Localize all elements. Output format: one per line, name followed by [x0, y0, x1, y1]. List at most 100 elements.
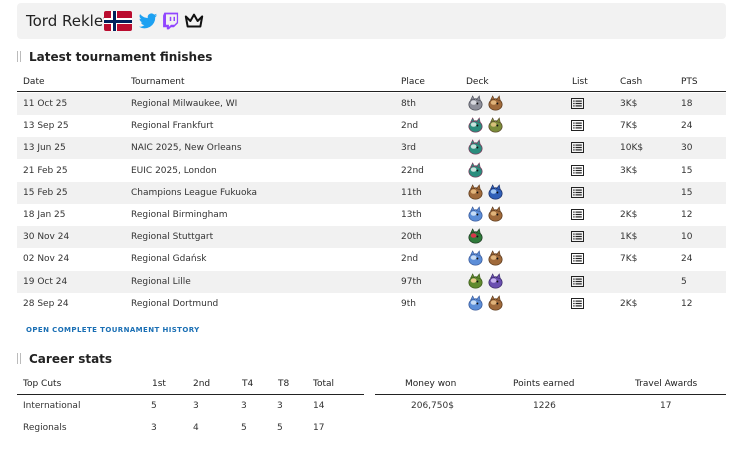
- row-date: 18 Jan 25: [23, 210, 66, 220]
- row-pts: 12: [681, 298, 693, 309]
- table-row[interactable]: 15 Feb 25 Champions League Fukuoka 11th 15: [17, 181, 726, 204]
- row-place: 2nd: [401, 121, 419, 132]
- blue-dragon-sprite: [468, 250, 483, 266]
- row-deck[interactable]: [466, 272, 506, 292]
- decklist-icon[interactable]: [571, 120, 584, 132]
- row-deck[interactable]: [466, 227, 486, 247]
- decklist-icon[interactable]: [571, 142, 584, 154]
- row-deck[interactable]: [466, 294, 506, 314]
- row-place: 8th: [401, 99, 416, 109]
- row-list[interactable]: [571, 297, 584, 309]
- career-regionals-2nd: 4: [193, 423, 199, 433]
- brown-pokemon-sprite: [488, 295, 503, 311]
- row-pts: 30: [681, 143, 693, 154]
- twitch-icon[interactable]: [160, 11, 182, 31]
- col-header-place[interactable]: Place: [401, 77, 425, 87]
- row-deck[interactable]: [466, 205, 506, 225]
- row-pts: 5: [681, 276, 687, 287]
- row-tournament[interactable]: Regional Milwaukee, WI: [131, 99, 238, 109]
- row-tournament[interactable]: Regional Birmingham: [131, 210, 228, 220]
- row-tournament[interactable]: EUIC 2025, London: [131, 165, 217, 176]
- row-tournament[interactable]: Regional Gdańsk: [131, 254, 207, 265]
- row-list[interactable]: [571, 142, 584, 154]
- col-header-top-cuts: Top Cuts: [23, 379, 62, 389]
- row-cash: 2K$: [620, 210, 638, 220]
- col-header-t4: T4: [242, 379, 254, 389]
- row-place: 2nd: [401, 254, 419, 265]
- row-list[interactable]: [571, 120, 584, 132]
- row-date: 28 Sep 24: [23, 298, 69, 309]
- career-left-divider: [17, 394, 364, 395]
- career-row-label: International: [23, 401, 81, 411]
- row-list[interactable]: [571, 186, 584, 198]
- green-pokemon-sprite: [468, 272, 483, 289]
- col-header-pts[interactable]: PTS: [681, 77, 698, 87]
- career-regionals-1st: 3: [151, 423, 157, 433]
- career-regionals-t8: 5: [277, 423, 283, 433]
- row-place: 3rd: [401, 143, 416, 154]
- latest-finishes-title: Latest tournament finishes: [17, 50, 212, 64]
- crown-icon[interactable]: [183, 11, 205, 31]
- row-tournament[interactable]: Regional Stuttgart: [131, 232, 214, 243]
- row-list[interactable]: [571, 98, 584, 109]
- table-row[interactable]: 30 Nov 24 Regional Stuttgart 20th 1K$ 10: [17, 226, 726, 249]
- player-name: Tord Reklev: [26, 12, 112, 30]
- grey-pokemon-sprite: [468, 95, 483, 111]
- row-deck[interactable]: [466, 249, 506, 269]
- table-row[interactable]: 02 Nov 24 Regional Gdańsk 2nd 7K$ 24: [17, 248, 726, 270]
- table-row[interactable]: 28 Sep 24 Regional Dortmund 9th 2K$ 12: [17, 293, 726, 315]
- decklist-icon[interactable]: [571, 209, 584, 220]
- col-header-t8: T8: [278, 379, 290, 389]
- table-row[interactable]: 13 Sep 25 Regional Frankfurt 2nd 7K$ 24: [17, 115, 726, 137]
- row-list[interactable]: [571, 275, 584, 287]
- row-deck[interactable]: [466, 183, 506, 203]
- col-header-deck[interactable]: Deck: [466, 77, 489, 87]
- row-deck[interactable]: [466, 138, 486, 158]
- decklist-icon[interactable]: [571, 275, 584, 287]
- row-deck[interactable]: [466, 116, 506, 136]
- decklist-icon[interactable]: [571, 164, 584, 176]
- row-tournament[interactable]: Regional Lille: [131, 276, 191, 287]
- row-date: 02 Nov 24: [23, 254, 70, 265]
- table-row[interactable]: 21 Feb 25 EUIC 2025, London 22nd 3K$ 15: [17, 160, 726, 182]
- purple-pokemon-sprite: [488, 272, 503, 289]
- row-list[interactable]: [571, 231, 584, 243]
- row-deck[interactable]: [466, 161, 486, 181]
- col-header-date[interactable]: Date: [23, 77, 45, 87]
- row-list[interactable]: [571, 164, 584, 176]
- norway-flag-icon: [104, 11, 132, 31]
- row-tournament[interactable]: Champions League Fukuoka: [131, 187, 258, 198]
- col-header-cash[interactable]: Cash: [620, 77, 643, 87]
- decklist-icon[interactable]: [571, 186, 584, 198]
- money-won-value: 206,750$: [411, 401, 454, 411]
- bird-pokemon-sprite: [488, 117, 503, 133]
- row-deck[interactable]: [466, 94, 506, 114]
- row-tournament[interactable]: Regional Frankfurt: [131, 121, 214, 132]
- decklist-icon[interactable]: [571, 231, 584, 243]
- row-list[interactable]: [571, 253, 584, 265]
- red-green-pokemon-sprite: [468, 228, 483, 244]
- career-international-t8: 3: [277, 401, 283, 411]
- row-place: 97th: [401, 276, 422, 287]
- decklist-icon[interactable]: [571, 253, 584, 265]
- col-header-list[interactable]: List: [572, 77, 588, 87]
- table-row[interactable]: 13 Jun 25 NAIC 2025, New Orleans 3rd 10K$ 30: [17, 137, 726, 160]
- open-tournament-history-link[interactable]: OPEN COMPLETE TOURNAMENT HISTORY: [26, 326, 200, 334]
- col-header-travel-awards: Travel Awards: [635, 379, 698, 389]
- row-list[interactable]: [571, 209, 584, 220]
- row-tournament[interactable]: NAIC 2025, New Orleans: [131, 143, 242, 154]
- table-header-divider: [17, 91, 726, 92]
- col-header-tournament[interactable]: Tournament: [131, 77, 185, 87]
- decklist-icon[interactable]: [571, 98, 584, 109]
- row-cash: 7K$: [620, 121, 638, 132]
- col-header-money-won: Money won: [405, 379, 457, 389]
- decklist-icon[interactable]: [571, 297, 584, 309]
- col-header-2nd: 2nd: [193, 379, 211, 389]
- row-cash: 1K$: [620, 232, 638, 243]
- twitter-icon[interactable]: [137, 11, 159, 31]
- row-tournament[interactable]: Regional Dortmund: [131, 298, 219, 309]
- table-row[interactable]: 18 Jan 25 Regional Birmingham 13th 2K$ 12: [17, 204, 726, 226]
- row-date: 30 Nov 24: [23, 232, 70, 243]
- table-row[interactable]: 19 Oct 24 Regional Lille 97th 5: [17, 270, 726, 293]
- table-row[interactable]: 11 Oct 25 Regional Milwaukee, WI 8th 3K$ 18: [17, 93, 726, 115]
